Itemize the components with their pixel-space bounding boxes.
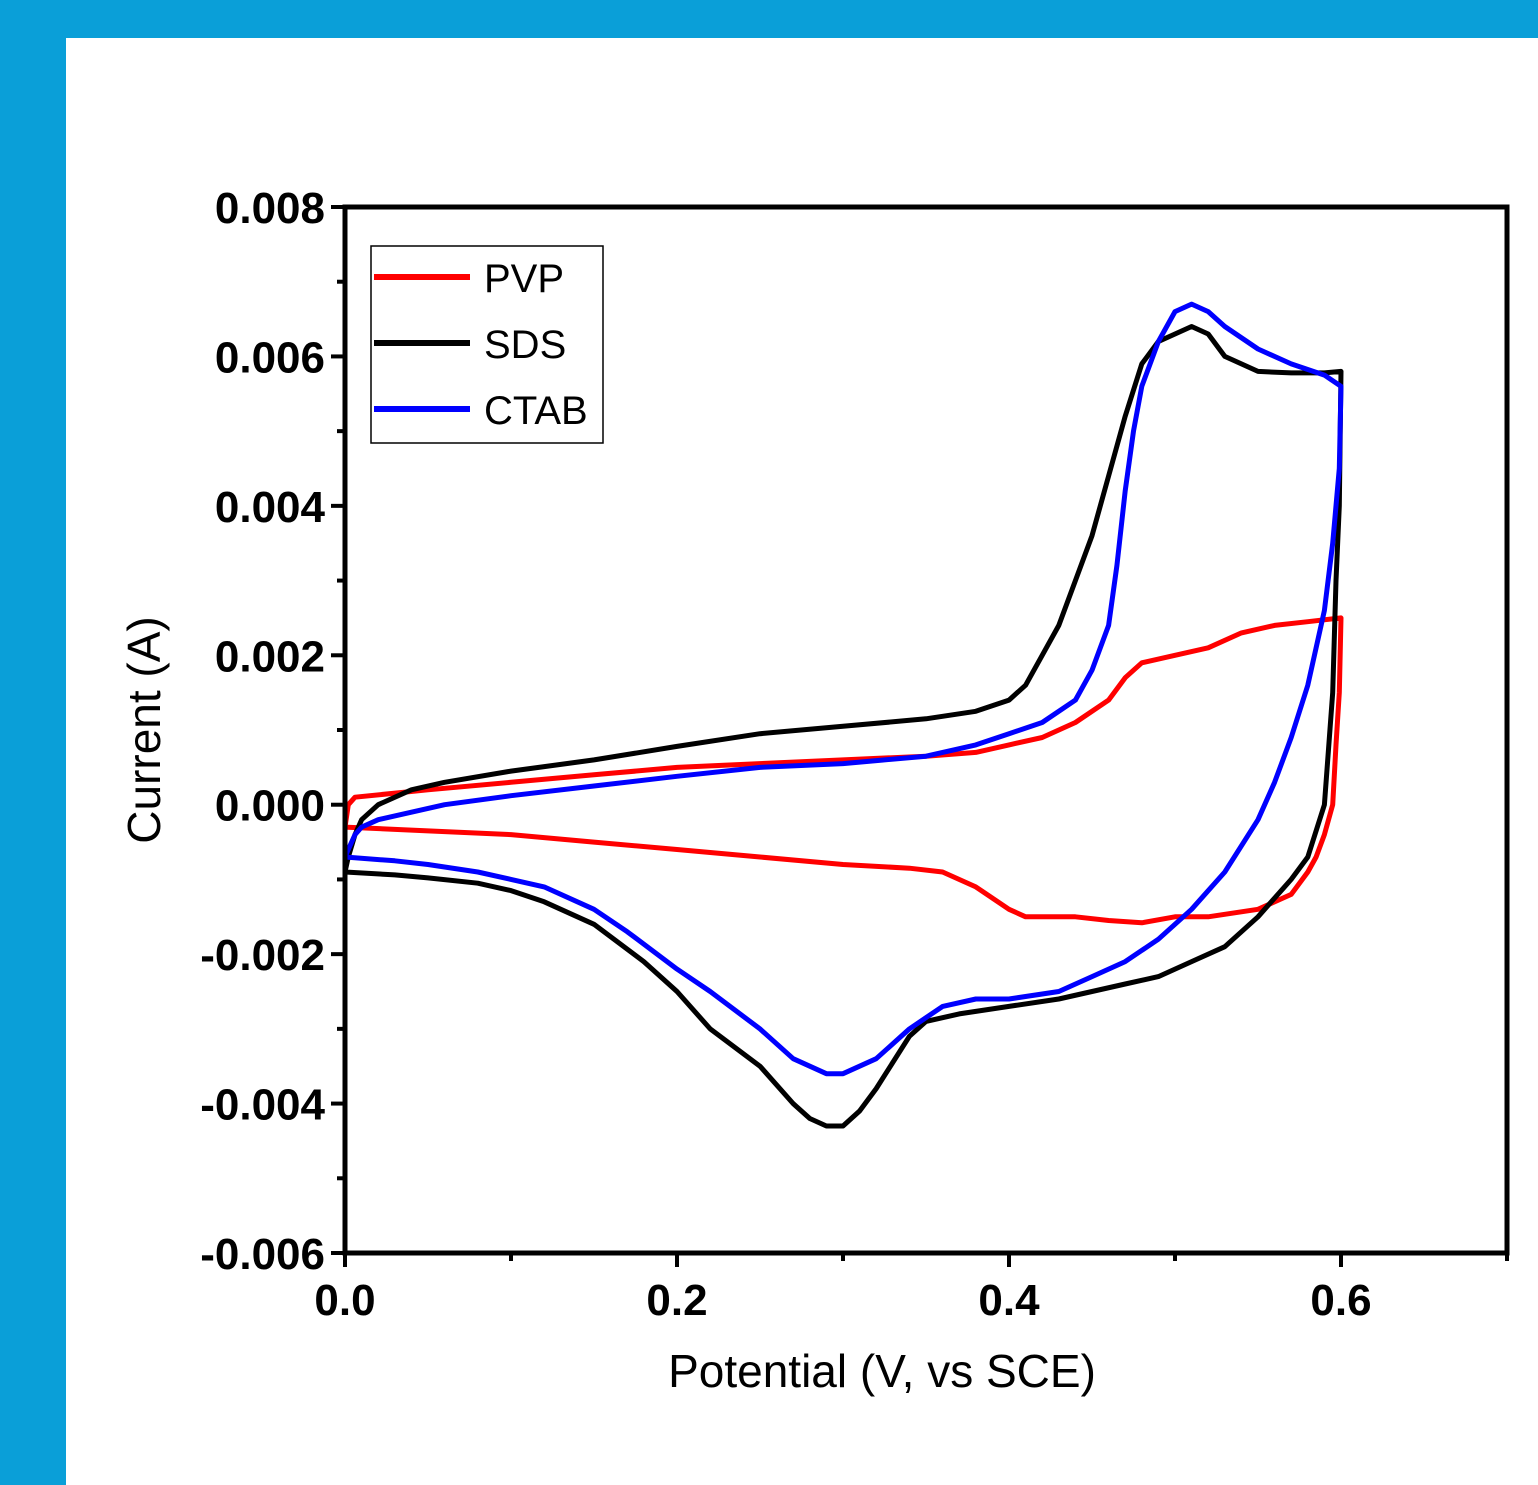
- y-tick-label: -0.002: [200, 931, 325, 980]
- y-tick-label: 0.000: [215, 782, 325, 831]
- y-axis-title: Current (A): [118, 616, 170, 843]
- y-tick-label: -0.004: [200, 1081, 325, 1130]
- y-tick-label: 0.006: [215, 333, 325, 382]
- x-tick-label: 0.2: [646, 1276, 707, 1325]
- y-tick-label: 0.002: [215, 632, 325, 681]
- x-tick-label: 0.0: [314, 1276, 375, 1325]
- x-axis-title: Potential (V, vs SCE): [668, 1345, 1096, 1397]
- y-tick-label: 0.008: [215, 184, 325, 233]
- series-line-ctab: [342, 301, 1344, 1077]
- series-line-pvp: [342, 615, 1344, 926]
- y-tick-label: 0.004: [215, 483, 326, 532]
- legend-label-pvp: PVP: [484, 257, 564, 301]
- series-lines: [342, 301, 1344, 1129]
- legend-label-sds: SDS: [484, 323, 566, 367]
- y-tick-label: -0.006: [200, 1230, 325, 1279]
- series-line-sds: [342, 324, 1344, 1129]
- x-tick-label: 0.4: [978, 1276, 1040, 1325]
- legend-label-ctab: CTAB: [484, 389, 588, 433]
- legend: PVP SDS CTAB: [370, 245, 604, 444]
- axis-ticks: 0.008 0.006 0.004 0.002 0.000 -0.002 -0.004 -0.…: [200, 184, 1509, 1325]
- x-tick-label: 0.6: [1310, 1276, 1371, 1325]
